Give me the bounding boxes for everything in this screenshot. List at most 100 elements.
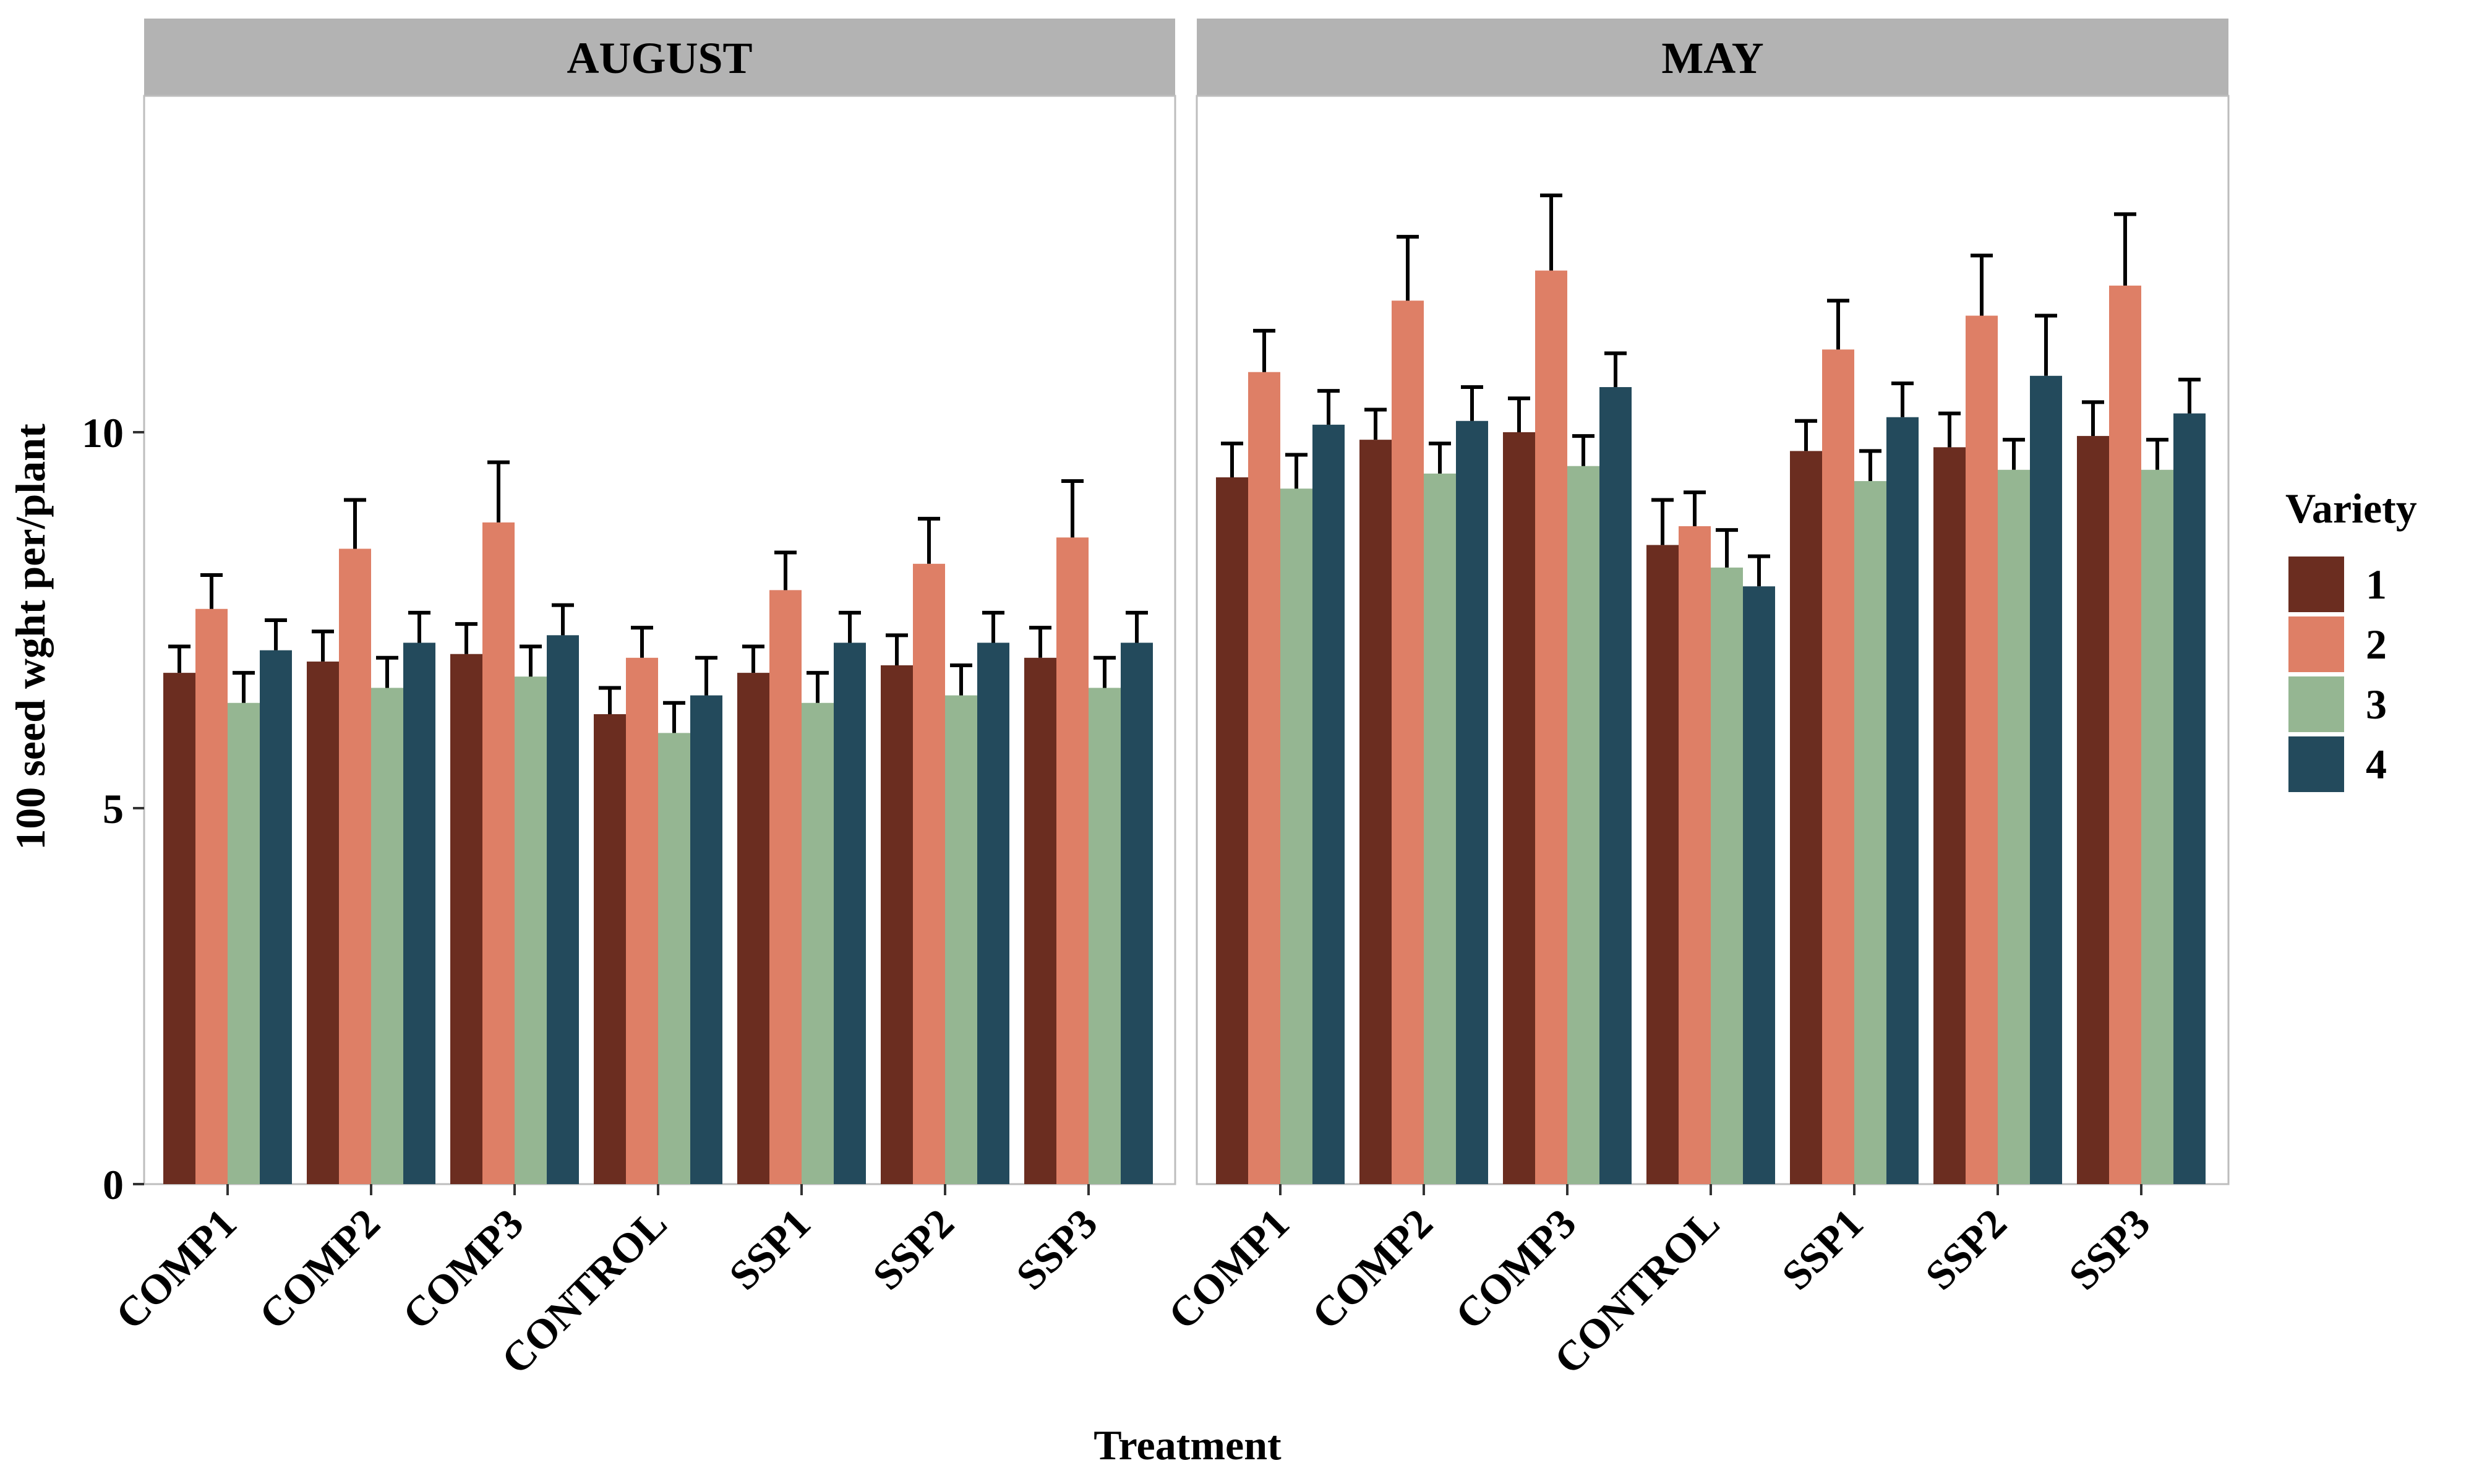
legend-label-1: 1 [2366,561,2387,608]
error-bar [312,629,334,662]
error-bar [1540,193,1562,271]
bar-may-ssp3-variety-2 [2109,285,2141,1184]
y-axis: 0 5 10 [82,409,144,1208]
error-bar [1971,254,1993,316]
bar-august-comp3-variety-4 [547,635,579,1184]
y-axis-title: 100 seed wght per/plant [7,424,54,850]
bar-august-control-variety-1 [594,714,626,1184]
bar-august-ssp3-variety-4 [1121,642,1153,1184]
error-bar [1684,490,1706,526]
x-tick-label: SSP1 [1773,1200,1872,1299]
bar-may-comp2-variety-2 [1392,301,1424,1185]
legend-label-3: 3 [2366,681,2387,728]
error-bar [839,610,861,643]
legend: Variety 1 2 3 4 [2285,485,2417,792]
legend-label-2: 2 [2366,621,2387,668]
bar-august-comp1-variety-1 [163,673,195,1184]
error-bar [1795,419,1817,451]
bar-may-control-variety-2 [1679,526,1711,1184]
bar-august-ssp2-variety-1 [881,665,913,1184]
error-bar [2146,438,2168,470]
bar-august-ssp1-variety-3 [802,702,834,1184]
bar-may-ssp2-variety-2 [1966,315,1998,1184]
error-bar [2082,400,2104,437]
error-bar [599,686,621,714]
error-bar [663,701,685,733]
bar-august-ssp3-variety-2 [1056,537,1089,1184]
x-tick-label: COMP3 [393,1200,533,1339]
error-bar [1827,299,1849,350]
bar-may-ssp3-variety-4 [2173,413,2206,1184]
bar-august-comp3-variety-1 [450,654,482,1184]
error-bar [233,671,255,703]
bar-may-ssp2-variety-3 [1998,469,2030,1184]
bar-may-ssp1-variety-2 [1822,349,1854,1184]
bar-may-ssp1-variety-3 [1854,481,1886,1184]
error-bar [1651,498,1674,545]
x-axis-title: Treatment [1094,1422,1282,1469]
x-tick-label: SSP1 [720,1200,820,1299]
y-tick-label: 10 [82,409,124,456]
bar-may-comp3-variety-2 [1535,270,1567,1184]
bar-august-control-variety-2 [626,657,658,1184]
x-tick-label: SSP3 [2060,1200,2159,1299]
facet-strip [1197,19,2228,96]
legend-key-2 [2288,616,2344,672]
error-bar [2003,438,2025,470]
error-bar [1461,385,1483,421]
bar-may-ssp1-variety-4 [1886,417,1919,1185]
error-bar [1429,441,1451,474]
error-bar [1253,328,1275,372]
bar-may-comp2-variety-1 [1359,440,1392,1185]
error-bar [1126,610,1148,643]
error-bar [631,626,653,658]
x-tick-label: COMP3 [1446,1200,1585,1339]
error-bar [1508,396,1530,432]
bar-august-ssp1-variety-2 [769,590,802,1184]
error-bar [2114,212,2136,286]
bar-may-comp1-variety-1 [1216,477,1248,1185]
bar-august-comp3-variety-3 [515,676,547,1184]
error-bar [200,573,223,609]
error-bar [807,671,829,703]
bar-august-control-variety-3 [658,733,690,1184]
bar-may-control-variety-3 [1711,567,1743,1184]
x-tick-label: SSP2 [1916,1200,2016,1299]
bar-august-comp1-variety-4 [260,650,292,1184]
error-bar [1859,449,1881,482]
error-bar [2178,377,2201,414]
error-bar [1604,351,1627,388]
bar-may-comp3-variety-3 [1567,466,1599,1184]
bar-august-ssp3-variety-3 [1089,688,1121,1184]
error-bar [520,644,542,677]
error-bar [168,644,190,673]
bar-may-ssp3-variety-1 [2077,436,2109,1184]
bar-august-comp1-variety-3 [228,702,260,1184]
bar-may-ssp2-variety-1 [1933,447,1966,1184]
bar-may-ssp2-variety-4 [2030,375,2062,1184]
error-bar [1938,411,1961,448]
error-bar [695,655,717,696]
bar-august-comp1-variety-2 [195,608,228,1184]
error-bar [950,663,972,696]
error-bar [376,655,398,688]
bar-may-comp3-variety-4 [1599,387,1632,1184]
y-tick-label: 5 [103,785,124,832]
error-bar [982,610,1004,643]
error-bar [774,550,797,591]
bar-may-control-variety-4 [1743,586,1775,1184]
bar-may-ssp1-variety-1 [1790,451,1822,1184]
bar-may-comp2-variety-4 [1456,420,1488,1184]
error-bar [408,610,430,643]
error-bar [742,644,764,673]
error-bar [552,603,574,636]
bar-august-comp3-variety-2 [482,522,515,1185]
legend-title: Variety [2285,485,2417,532]
bar-may-comp3-variety-1 [1503,432,1535,1184]
bar-august-comp2-variety-1 [307,661,339,1184]
y-tick-label: 0 [103,1161,124,1208]
error-bar [918,516,940,564]
